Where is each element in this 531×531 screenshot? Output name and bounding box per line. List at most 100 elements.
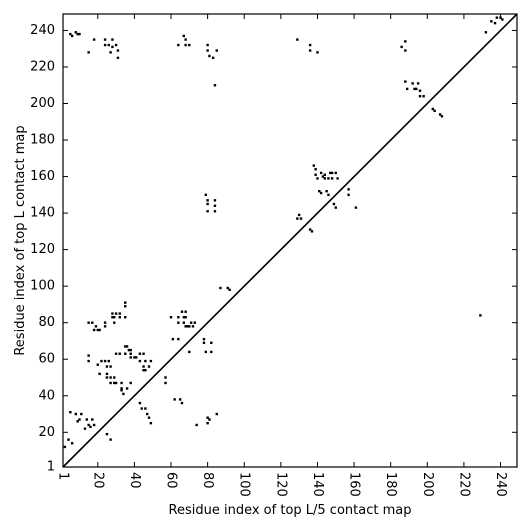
contact-point	[113, 376, 116, 379]
contact-point	[142, 368, 145, 372]
contact-point	[125, 345, 129, 348]
contact-point	[330, 177, 334, 180]
y-tick-label: 120	[30, 242, 55, 257]
contact-point	[184, 38, 187, 41]
contact-point	[113, 381, 116, 385]
contact-point	[114, 352, 118, 355]
contact-point	[74, 412, 78, 416]
contact-point	[215, 49, 218, 52]
contact-point	[347, 193, 350, 197]
contact-point	[219, 286, 222, 290]
contact-point	[204, 350, 207, 354]
contact-points	[63, 16, 504, 449]
contact-point	[202, 341, 206, 344]
contact-point	[63, 445, 67, 449]
contact-point	[98, 328, 101, 332]
contact-point	[105, 376, 109, 379]
x-tick-label: 240	[493, 472, 508, 497]
contact-point	[314, 173, 317, 176]
y-tick-label: 220	[30, 59, 55, 74]
contact-point	[74, 31, 78, 34]
contact-point	[440, 115, 444, 118]
contact-point	[208, 418, 211, 421]
contact-point	[98, 372, 101, 376]
contact-point	[336, 177, 339, 180]
contact-point	[297, 213, 301, 217]
contact-point	[124, 352, 127, 355]
contact-point	[118, 312, 121, 315]
contact-point	[96, 363, 99, 366]
contact-point	[92, 423, 96, 427]
contact-point	[133, 356, 136, 359]
contact-point	[105, 432, 109, 436]
contact-point	[111, 312, 114, 315]
contact-point	[107, 359, 110, 363]
x-tick-label: 60	[164, 472, 179, 489]
contact-point	[138, 401, 142, 405]
contact-point	[124, 301, 127, 304]
contact-point	[193, 321, 197, 324]
contact-point	[493, 21, 497, 25]
contact-point	[438, 113, 442, 116]
contact-point	[188, 325, 191, 328]
contact-point	[103, 325, 107, 328]
contact-point	[404, 49, 407, 52]
contact-point	[296, 38, 299, 41]
y-tick-label: 160	[30, 169, 55, 184]
y-tick-label: 40	[38, 388, 55, 403]
contact-point	[182, 321, 186, 324]
y-tick-label: 180	[30, 133, 55, 148]
contact-point	[316, 51, 319, 54]
contact-point	[83, 427, 87, 430]
contact-point	[184, 43, 187, 47]
y-tick-label: 200	[30, 96, 55, 111]
contact-point	[107, 43, 110, 47]
contact-point	[144, 407, 147, 410]
contact-point	[418, 95, 422, 98]
contact-point	[299, 217, 303, 220]
contact-point	[87, 51, 90, 54]
contact-point	[96, 328, 99, 332]
contact-point	[310, 230, 314, 233]
contact-point	[431, 107, 434, 111]
contact-point	[67, 438, 70, 441]
contact-point	[404, 40, 407, 43]
contact-point	[109, 376, 112, 379]
x-tick-label: 1	[56, 472, 71, 480]
contact-point	[70, 442, 74, 445]
contact-point	[105, 372, 109, 376]
contact-point	[144, 359, 147, 363]
contact-point	[76, 420, 79, 423]
contact-point	[178, 398, 182, 401]
contact-point	[91, 321, 94, 324]
contact-point	[182, 316, 186, 319]
contact-point	[186, 325, 189, 328]
contact-point	[78, 32, 81, 36]
x-tick-label: 20	[90, 472, 105, 489]
contact-point	[76, 32, 79, 36]
contact-point	[308, 49, 312, 52]
contact-point	[144, 368, 147, 372]
contact-point	[129, 381, 132, 385]
contact-point	[109, 365, 112, 368]
contact-point	[177, 43, 180, 47]
contact-point	[418, 89, 422, 92]
contact-point	[404, 80, 407, 83]
contact-point	[204, 193, 207, 197]
contact-point	[296, 217, 299, 220]
contact-point	[312, 164, 315, 167]
contact-point	[103, 321, 107, 324]
contact-point	[103, 43, 107, 47]
contact-point	[347, 188, 350, 191]
contact-point	[334, 206, 337, 209]
contact-point	[182, 34, 186, 38]
contact-point	[89, 425, 92, 429]
contact-point	[184, 310, 187, 313]
contact-point	[208, 54, 211, 58]
contact-point	[316, 177, 319, 180]
y-axis-label: Residue index of top L contact map	[13, 125, 28, 355]
contact-point	[85, 418, 88, 421]
contact-point	[129, 356, 132, 359]
contact-point	[206, 416, 209, 419]
contact-point	[188, 43, 191, 47]
